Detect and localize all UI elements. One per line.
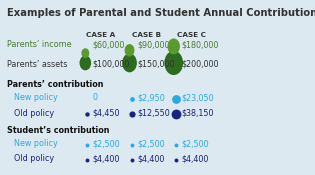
Text: $23,050: $23,050	[181, 93, 214, 102]
Text: $4,450: $4,450	[92, 109, 120, 118]
Text: $2,500: $2,500	[181, 139, 209, 148]
Text: $4,400: $4,400	[137, 154, 164, 163]
Text: New policy: New policy	[14, 139, 58, 148]
Point	[174, 112, 179, 115]
Text: $2,950: $2,950	[137, 93, 165, 102]
Text: 0: 0	[92, 93, 97, 102]
Text: Examples of Parental and Student Annual Contributions: Examples of Parental and Student Annual …	[8, 8, 315, 18]
Point	[174, 143, 179, 146]
Point	[129, 97, 135, 100]
Point	[129, 143, 135, 146]
Text: Parents’ contribution: Parents’ contribution	[8, 80, 104, 89]
Text: $90,000: $90,000	[137, 40, 170, 49]
Point	[84, 112, 89, 115]
Text: CASE C: CASE C	[177, 32, 206, 38]
Text: $2,500: $2,500	[92, 139, 120, 148]
Ellipse shape	[80, 56, 90, 70]
Text: CASE A: CASE A	[86, 32, 115, 38]
Text: Parents’ assets: Parents’ assets	[8, 60, 68, 69]
Text: $150,000: $150,000	[137, 60, 175, 69]
Point	[84, 143, 89, 146]
Text: $200,000: $200,000	[181, 60, 219, 69]
Point	[129, 112, 135, 115]
Text: CASE B: CASE B	[132, 32, 162, 38]
Text: $4,400: $4,400	[92, 154, 120, 163]
Text: $180,000: $180,000	[181, 40, 219, 49]
Point	[84, 158, 89, 161]
Ellipse shape	[165, 51, 182, 74]
Text: Student’s contribution: Student’s contribution	[8, 126, 110, 135]
Ellipse shape	[125, 45, 134, 56]
Ellipse shape	[123, 54, 136, 72]
Ellipse shape	[82, 49, 89, 58]
Text: Parents’ income: Parents’ income	[8, 40, 72, 49]
Text: $4,400: $4,400	[181, 154, 209, 163]
Text: New policy: New policy	[14, 93, 58, 102]
Text: $100,000: $100,000	[92, 60, 130, 69]
Text: Old policy: Old policy	[14, 154, 54, 163]
Text: $38,150: $38,150	[181, 109, 214, 118]
Text: Old policy: Old policy	[14, 109, 54, 118]
Text: $12,550: $12,550	[137, 109, 170, 118]
Point	[129, 158, 135, 161]
Text: $60,000: $60,000	[92, 40, 125, 49]
Point	[174, 158, 179, 161]
Point	[174, 97, 179, 100]
Text: $2,500: $2,500	[137, 139, 165, 148]
Ellipse shape	[168, 39, 179, 54]
